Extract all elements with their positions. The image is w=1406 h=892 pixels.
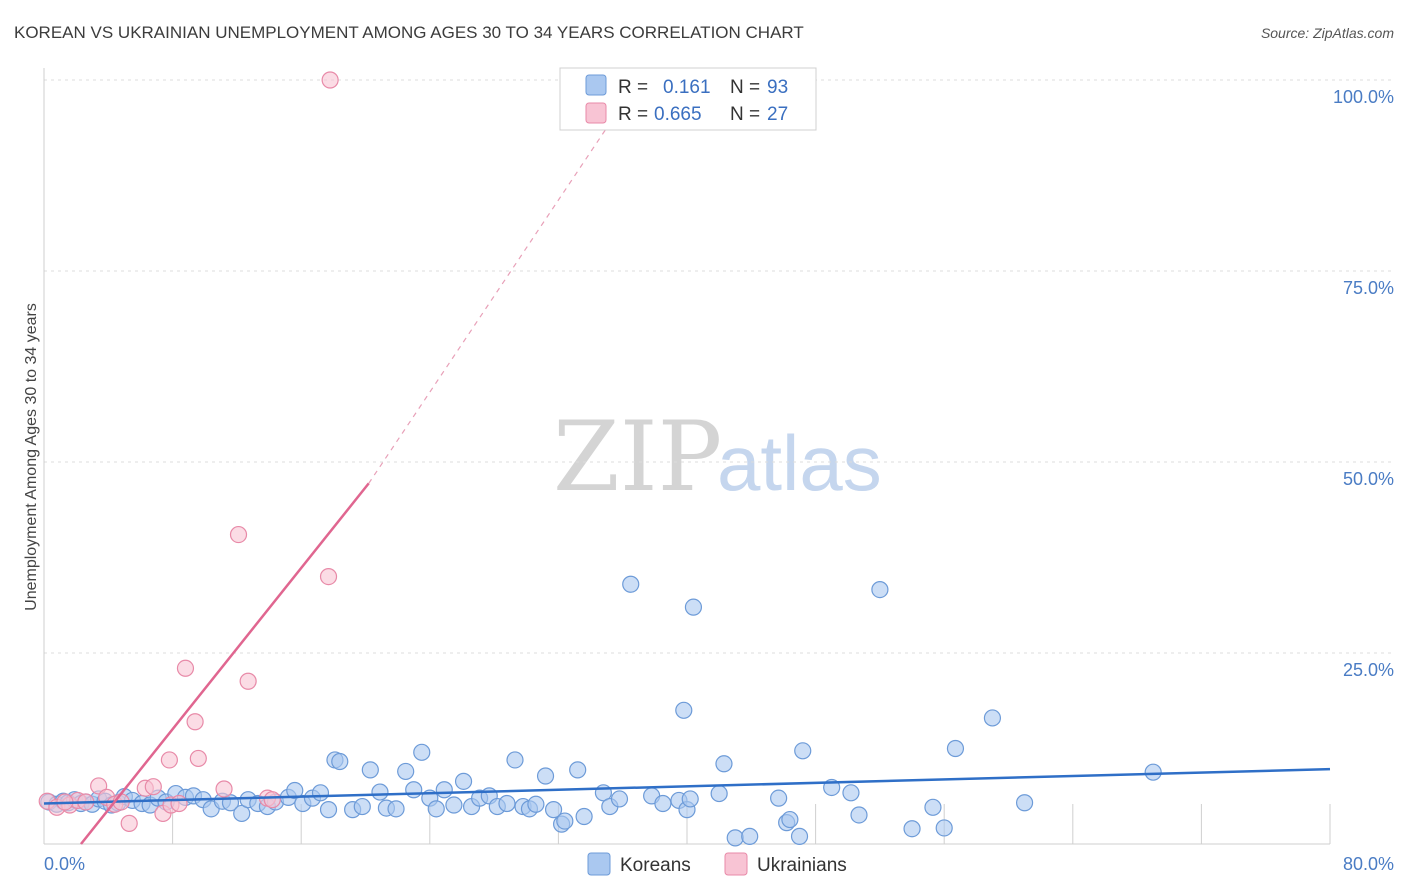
- bottom-legend-swatch-koreans: [587, 852, 611, 876]
- legend-r-value-koreans: 0.161: [663, 77, 711, 98]
- korean-point-82: [770, 789, 788, 807]
- watermark-zip: ZIP: [553, 401, 722, 513]
- korean-point-81: [741, 827, 759, 845]
- y-tick-label-1: 50.0%: [1343, 469, 1394, 489]
- korean-point-57: [506, 751, 524, 769]
- x-tick-label-min: 0.0%: [44, 854, 85, 874]
- ukrainian-point-9: [120, 814, 138, 832]
- korean-point-65: [569, 761, 587, 779]
- x-tick-label-max: 80.0%: [1343, 854, 1394, 874]
- ukrainian-point-21: [239, 672, 257, 690]
- legend-n-label-ukrainians: N =: [730, 104, 760, 125]
- korean-point-86: [794, 742, 812, 760]
- korean-point-84: [781, 810, 799, 829]
- korean-point-35: [319, 801, 338, 819]
- ukrainian-point-18: [189, 749, 207, 768]
- korean-point-80: [726, 829, 744, 847]
- korean-point-79: [715, 755, 733, 773]
- legend-r-value-ukrainians: 0.665: [654, 104, 702, 125]
- korean-point-45: [405, 781, 423, 799]
- korean-point-31: [286, 781, 304, 800]
- legend-swatch-koreans: [585, 74, 607, 96]
- korean-point-41: [371, 783, 389, 801]
- korean-point-91: [946, 739, 965, 758]
- korean-point-49: [435, 781, 453, 799]
- korean-point-66: [575, 807, 593, 826]
- series-koreans-points: [40, 575, 1162, 847]
- korean-point-34: [311, 784, 330, 802]
- bottom-legend-label-koreans: Koreans: [620, 855, 691, 876]
- ukrainian-point-11: [144, 778, 162, 796]
- trend-line-ukrainians: [79, 482, 370, 845]
- ukrainian-point-15: [176, 659, 195, 677]
- legend-n-label-koreans: N =: [730, 77, 760, 98]
- korean-point-70: [622, 575, 640, 593]
- legend-box: R = 0.161 N = 93 R = 0.665 N = 27: [559, 67, 817, 131]
- korean-point-96: [935, 819, 953, 837]
- bottom-legend-label-ukrainians: Ukrainians: [757, 855, 847, 876]
- korean-point-76: [684, 598, 703, 616]
- korean-point-48: [427, 800, 445, 818]
- korean-point-40: [361, 761, 379, 779]
- korean-point-69: [610, 790, 629, 808]
- korean-point-95: [903, 820, 921, 838]
- korean-point-56: [498, 794, 516, 813]
- korean-point-44: [397, 762, 415, 781]
- korean-point-62: [544, 801, 563, 819]
- y-tick-label-0: 25.0%: [1343, 660, 1394, 680]
- bottom-legend-swatch-ukrainians: [724, 852, 748, 876]
- legend-r-label-koreans: R =: [618, 77, 648, 98]
- korean-point-88: [842, 784, 860, 802]
- ukrainian-point-16: [160, 751, 178, 769]
- korean-point-94: [1144, 763, 1162, 781]
- gridlines: [43, 79, 1394, 844]
- y-tick-label-3: 100.0%: [1333, 87, 1394, 107]
- ukrainian-point-23: [263, 791, 281, 809]
- legend-r-label-ukrainians: R =: [618, 104, 648, 125]
- korean-point-89: [850, 806, 868, 824]
- chart-source: Source: ZipAtlas.com: [1261, 25, 1394, 41]
- korean-point-39: [353, 797, 371, 816]
- korean-point-64: [556, 812, 574, 830]
- axes: [43, 68, 1330, 845]
- korean-point-75: [681, 790, 699, 808]
- korean-point-50: [445, 796, 463, 814]
- korean-point-90: [871, 580, 889, 599]
- korean-point-60: [527, 795, 545, 813]
- chart-title: KOREAN VS UKRAINIAN UNEMPLOYMENT AMONG A…: [14, 23, 804, 42]
- korean-point-37: [331, 752, 349, 771]
- legend-n-value-ukrainians: 27: [767, 104, 788, 125]
- korean-point-78: [710, 784, 728, 803]
- legend-n-value-koreans: 93: [767, 77, 788, 98]
- korean-point-92: [983, 709, 1002, 727]
- y-tick-labels: 25.0% 50.0% 75.0% 100.0%: [1333, 87, 1394, 680]
- ukrainian-point-20: [229, 525, 248, 544]
- ukrainian-point-24: [319, 567, 338, 586]
- korean-point-77: [675, 701, 693, 719]
- korean-point-85: [790, 827, 809, 845]
- trend-line-ukrainians-extension: [368, 79, 640, 484]
- korean-point-25: [233, 804, 251, 823]
- y-tick-label-2: 75.0%: [1343, 278, 1394, 298]
- ukrainian-point-25: [321, 71, 339, 89]
- trend-lines: [43, 79, 1331, 845]
- trend-line-koreans: [43, 767, 1331, 805]
- korean-point-43: [387, 800, 405, 818]
- watermark-atlas: atlas: [717, 419, 882, 507]
- korean-point-46: [413, 743, 431, 761]
- korean-point-51: [454, 772, 473, 790]
- ukrainian-point-17: [186, 713, 204, 731]
- legend-swatch-ukrainians: [585, 102, 607, 124]
- korean-point-72: [654, 794, 672, 813]
- ukrainian-point-19: [215, 780, 233, 798]
- ukrainian-point-14: [170, 794, 188, 813]
- series-ukrainians-points: [38, 71, 339, 832]
- korean-point-93: [1015, 794, 1034, 812]
- korean-point-61: [536, 767, 555, 785]
- korean-point-97: [924, 798, 942, 816]
- y-axis-label: Unemployment Among Ages 30 to 34 years: [23, 303, 40, 611]
- bottom-legend: Koreans Ukrainians: [587, 852, 847, 876]
